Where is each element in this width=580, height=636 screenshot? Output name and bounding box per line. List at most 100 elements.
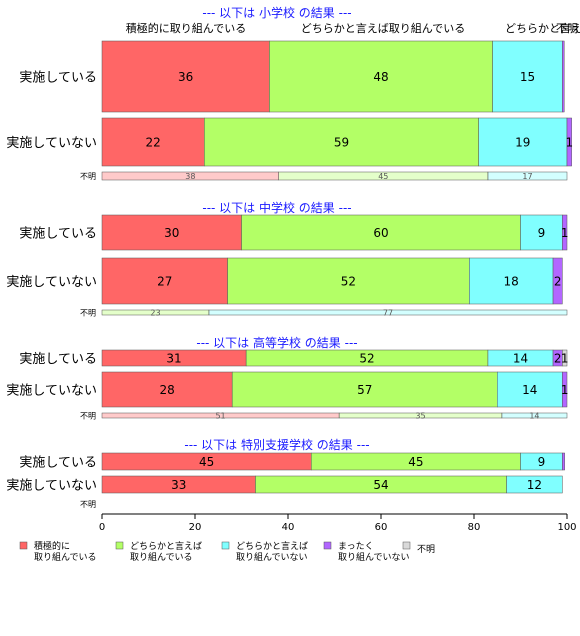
legend-swatch: [115, 541, 124, 550]
data-label: 14: [529, 412, 539, 421]
data-label: 31: [166, 352, 181, 366]
data-label: 19: [515, 136, 530, 150]
row-label: 実施している: [19, 455, 97, 471]
group-title: --- 以下は 高等学校 の結果 ---: [196, 335, 357, 350]
legend-swatch: [19, 541, 28, 550]
bar-segment: [204, 117, 479, 167]
data-label: 59: [334, 136, 349, 150]
bar-segment: [101, 371, 233, 408]
bar-segment: [562, 214, 568, 251]
legend-swatch: [323, 541, 332, 550]
bar-segment: [566, 117, 572, 167]
row-label: 実施していない: [6, 383, 97, 399]
bar-segment: [487, 171, 568, 181]
row-label: 実施していない: [6, 478, 97, 494]
data-label: 51: [215, 412, 225, 421]
row-label: 実施していない: [6, 274, 97, 290]
data-label: 2: [554, 275, 562, 289]
data-label: 57: [357, 383, 372, 397]
legend-label: まったく: [338, 541, 374, 552]
data-label: 52: [359, 352, 374, 366]
bar-segment: [101, 257, 228, 305]
bar-segment: [562, 371, 568, 408]
bar-segment: [469, 257, 554, 305]
data-label: 9: [538, 226, 546, 240]
bar-segment: [562, 349, 568, 367]
bar-segment: [552, 257, 563, 305]
legend-label: どちらかと言えば: [130, 540, 202, 552]
data-label: 45: [199, 455, 214, 469]
data-label: 52: [341, 275, 356, 289]
data-label: 14: [513, 352, 528, 366]
data-label: 60: [373, 226, 388, 240]
data-label: 1: [561, 383, 569, 397]
group-title: --- 以下は 小学校 の結果 ---: [202, 5, 351, 20]
row-label: 実施していない: [6, 135, 97, 151]
row-label: 実施している: [19, 351, 97, 367]
data-label: 30: [164, 226, 179, 240]
data-label: 35: [415, 412, 425, 421]
bar-segment: [520, 214, 563, 251]
bar-segment: [241, 214, 521, 251]
bar-segment: [227, 257, 470, 305]
group-title: --- 以下は 特別支援学校 の結果 ---: [184, 437, 369, 452]
group-title: --- 以下は 中学校 の結果 ---: [202, 200, 351, 215]
bar-segment: [101, 117, 205, 167]
data-label: 15: [520, 70, 535, 84]
row-label: 実施している: [19, 70, 97, 86]
data-label: 22: [146, 136, 161, 150]
x-tick-label: 0: [99, 522, 105, 533]
data-label: 48: [373, 70, 388, 84]
data-label: 14: [522, 383, 537, 397]
legend-label: どちらかと言えば: [236, 540, 308, 552]
top-category-label: 積極的に取り組んでいる: [126, 21, 246, 35]
data-label: 36: [178, 70, 193, 84]
data-label: 12: [527, 478, 542, 492]
x-tick-label: 100: [557, 522, 576, 533]
data-label: 18: [504, 275, 519, 289]
row-label: 実施している: [19, 226, 97, 242]
bar-segment: [562, 452, 565, 471]
bar-segment: [269, 40, 493, 113]
bar-segment: [478, 117, 568, 167]
data-label: 1: [561, 352, 569, 366]
row-label: 不明: [80, 172, 96, 181]
legend-label: 取り組んでいない: [338, 551, 410, 563]
legend-label: 取り組んでいる: [130, 551, 193, 563]
data-label: 9: [538, 455, 546, 469]
data-label: 38: [185, 172, 195, 181]
data-label: 54: [373, 478, 388, 492]
top-category-label: 不明: [556, 22, 578, 35]
legend-swatch: [221, 541, 230, 550]
top-category-label: どちらかと言えば取り組んでいる: [301, 22, 465, 35]
legend-label: 取り組んでいる: [34, 551, 97, 563]
top-category-label: どちらかと言えば: [505, 22, 580, 35]
row-label: 不明: [80, 412, 96, 421]
legend-label: 不明: [417, 544, 435, 555]
data-label: 1: [566, 136, 574, 150]
row-label: 不明: [80, 500, 96, 509]
data-label: 45: [378, 172, 388, 181]
x-tick-label: 20: [189, 522, 202, 533]
data-label: 33: [171, 478, 186, 492]
bar-segment: [506, 475, 563, 494]
data-label: 17: [522, 172, 532, 181]
legend-label: 積極的に: [34, 540, 70, 552]
bar-segment: [208, 309, 568, 316]
x-tick-label: 40: [282, 522, 295, 533]
data-label: 1: [561, 226, 569, 240]
data-label: 2: [554, 352, 562, 366]
data-label: 45: [408, 455, 423, 469]
data-label: 23: [150, 309, 160, 318]
legend-label: 取り組んでいない: [236, 551, 308, 563]
data-label: 77: [383, 309, 393, 318]
data-label: 28: [159, 383, 174, 397]
legend-swatch: [402, 541, 411, 550]
x-tick-label: 80: [468, 522, 481, 533]
row-label: 不明: [80, 309, 96, 318]
data-label: 27: [157, 275, 172, 289]
bar-segment: [501, 412, 568, 419]
x-tick-label: 60: [375, 522, 388, 533]
bar-segment: [562, 40, 565, 113]
